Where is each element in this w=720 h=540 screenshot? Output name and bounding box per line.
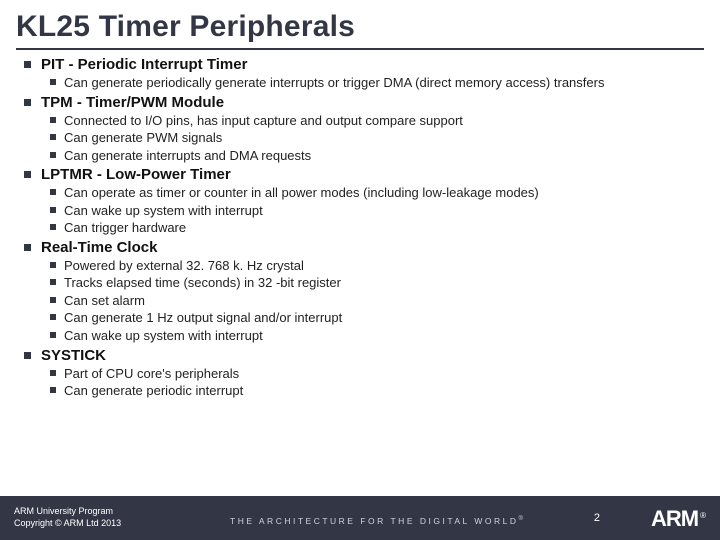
section-list: PIT - Periodic Interrupt Timer Can gener… (24, 56, 696, 400)
item-text: Can generate 1 Hz output signal and/or i… (64, 309, 342, 327)
section-label: LPTMR - Low-Power Timer (41, 166, 231, 183)
registered-icon: ® (518, 516, 525, 522)
footer-line2: Copyright © ARM Ltd 2013 (14, 518, 121, 530)
list-item: Can wake up system with interrupt (50, 327, 696, 345)
bullet-icon (24, 244, 31, 251)
bullet-icon (50, 262, 56, 268)
bullet-icon (50, 224, 56, 230)
section-pit: PIT - Periodic Interrupt Timer Can gener… (24, 56, 696, 92)
list-item: Tracks elapsed time (seconds) in 32 -bit… (50, 274, 696, 292)
page-title: KL25 Timer Peripherals (0, 0, 720, 48)
section-lptmr: LPTMR - Low-Power Timer Can operate as t… (24, 166, 696, 237)
sub-list: Part of CPU core's peripherals Can gener… (24, 365, 696, 400)
section-label: SYSTICK (41, 347, 106, 364)
item-text: Can generate PWM signals (64, 129, 222, 147)
list-item: Powered by external 32. 768 k. Hz crysta… (50, 257, 696, 275)
item-text: Can trigger hardware (64, 219, 186, 237)
section-label: PIT - Periodic Interrupt Timer (41, 56, 247, 73)
list-item: Can generate PWM signals (50, 129, 696, 147)
bullet-icon (50, 134, 56, 140)
footer-line1: ARM University Program (14, 506, 121, 518)
section-header: Real-Time Clock (24, 239, 696, 256)
item-text: Can generate periodically generate inter… (64, 74, 604, 92)
sub-list: Powered by external 32. 768 k. Hz crysta… (24, 257, 696, 345)
list-item: Can generate periodic interrupt (50, 382, 696, 400)
page-number: 2 (594, 512, 600, 524)
list-item: Can trigger hardware (50, 219, 696, 237)
bullet-icon (50, 79, 56, 85)
list-item: Can generate interrupts and DMA requests (50, 147, 696, 165)
item-text: Can wake up system with interrupt (64, 327, 263, 345)
section-label: Real-Time Clock (41, 239, 157, 256)
bullet-icon (50, 279, 56, 285)
bullet-icon (50, 189, 56, 195)
bullet-icon (24, 61, 31, 68)
tagline-text: THE ARCHITECTURE FOR THE DIGITAL WORLD (230, 516, 518, 526)
footer-text: ARM University Program Copyright © ARM L… (14, 506, 121, 529)
section-header: LPTMR - Low-Power Timer (24, 166, 696, 183)
bullet-icon (50, 370, 56, 376)
list-item: Can wake up system with interrupt (50, 202, 696, 220)
item-text: Can set alarm (64, 292, 145, 310)
bullet-icon (24, 171, 31, 178)
bullet-icon (50, 332, 56, 338)
content-area: PIT - Periodic Interrupt Timer Can gener… (0, 56, 720, 400)
item-text: Part of CPU core's peripherals (64, 365, 239, 383)
bullet-icon (50, 314, 56, 320)
bullet-icon (50, 207, 56, 213)
sub-list: Can generate periodically generate inter… (24, 74, 696, 92)
arm-logo: ARM ® (651, 506, 706, 532)
list-item: Connected to I/O pins, has input capture… (50, 112, 696, 130)
title-rule (16, 48, 704, 50)
registered-icon: ® (700, 511, 706, 520)
list-item: Can set alarm (50, 292, 696, 310)
list-item: Can operate as timer or counter in all p… (50, 184, 696, 202)
bullet-icon (50, 297, 56, 303)
item-text: Connected to I/O pins, has input capture… (64, 112, 463, 130)
section-rtc: Real-Time Clock Powered by external 32. … (24, 239, 696, 345)
sub-list: Connected to I/O pins, has input capture… (24, 112, 696, 165)
section-label: TPM - Timer/PWM Module (41, 94, 224, 111)
bullet-icon (50, 117, 56, 123)
arm-logo-text: ARM (651, 506, 698, 532)
list-item: Can generate periodically generate inter… (50, 74, 696, 92)
sub-list: Can operate as timer or counter in all p… (24, 184, 696, 237)
footer-tagline: THE ARCHITECTURE FOR THE DIGITAL WORLD® (230, 516, 525, 526)
item-text: Tracks elapsed time (seconds) in 32 -bit… (64, 274, 341, 292)
slide: KL25 Timer Peripherals PIT - Periodic In… (0, 0, 720, 540)
bullet-icon (24, 352, 31, 359)
list-item: Can generate 1 Hz output signal and/or i… (50, 309, 696, 327)
bullet-icon (50, 387, 56, 393)
bullet-icon (24, 99, 31, 106)
list-item: Part of CPU core's peripherals (50, 365, 696, 383)
item-text: Can generate interrupts and DMA requests (64, 147, 311, 165)
item-text: Powered by external 32. 768 k. Hz crysta… (64, 257, 304, 275)
item-text: Can generate periodic interrupt (64, 382, 243, 400)
section-header: SYSTICK (24, 347, 696, 364)
footer-bar: ARM University Program Copyright © ARM L… (0, 496, 720, 540)
item-text: Can wake up system with interrupt (64, 202, 263, 220)
item-text: Can operate as timer or counter in all p… (64, 184, 539, 202)
section-header: PIT - Periodic Interrupt Timer (24, 56, 696, 73)
bullet-icon (50, 152, 56, 158)
section-tpm: TPM - Timer/PWM Module Connected to I/O … (24, 94, 696, 165)
section-header: TPM - Timer/PWM Module (24, 94, 696, 111)
section-systick: SYSTICK Part of CPU core's peripherals C… (24, 347, 696, 400)
